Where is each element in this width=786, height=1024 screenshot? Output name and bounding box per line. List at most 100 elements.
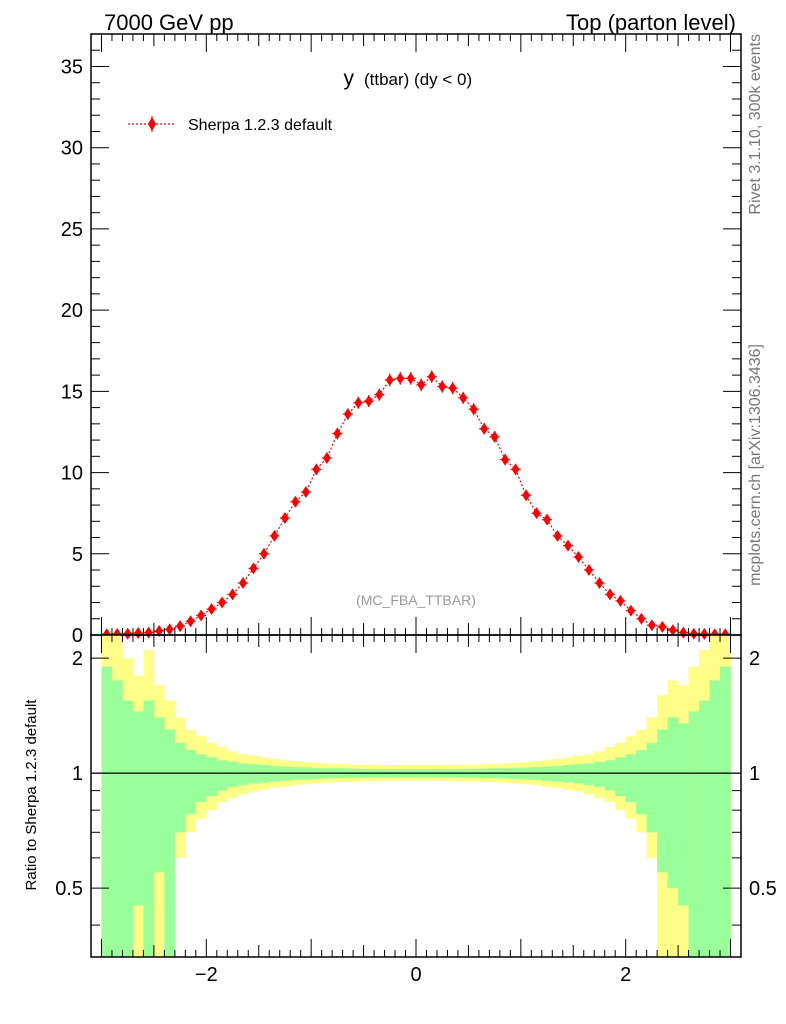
ratio-xtick-label: −2 (195, 964, 218, 986)
header-right: Top (parton level) (566, 10, 736, 35)
main-ytick-label: 25 (61, 219, 83, 241)
data-point (626, 604, 635, 617)
data-point (511, 463, 520, 476)
data-point (249, 562, 258, 575)
main-plot-panel: 0 5 10 15 20 25 30 35 y (ttbar) (dy < 0) (MC_FB… (61, 33, 742, 647)
ratio-ylabel: Ratio to Sherpa 1.2.3 default (23, 699, 40, 891)
data-point (301, 486, 310, 499)
ratio-band-inner-bin (615, 757, 626, 797)
data-point (700, 628, 709, 641)
ratio-band-inner-bin (237, 763, 249, 786)
data-point (155, 624, 164, 637)
data-point (343, 408, 352, 421)
main-axes: 0 5 10 15 20 25 30 35 (61, 33, 742, 647)
ratio-band-inner-bin (174, 742, 186, 833)
ratio-band-inner-bin (720, 666, 731, 957)
ratio-band-inner-bin (164, 729, 176, 957)
plot-title-main: y (344, 67, 355, 90)
legend-label: Sherpa 1.2.3 default (188, 117, 333, 134)
ratio-band-inner-bin (657, 729, 668, 873)
main-ytick-label: 10 (61, 463, 83, 485)
data-point (616, 594, 625, 607)
ratio-band-inner-bin (111, 680, 123, 957)
data-point (417, 378, 426, 391)
main-data-layer (101, 370, 731, 641)
data-point (532, 507, 541, 520)
data-point (134, 627, 143, 640)
ratio-band-inner-bin (688, 711, 700, 957)
mcplots-label: mcplots.cern.ch [arXiv:1306.3436] (747, 344, 764, 586)
data-point (259, 547, 268, 560)
data-point (218, 596, 227, 609)
ratio-band-inner-bin (216, 760, 228, 791)
main-ytick-label: 35 (61, 56, 83, 78)
data-point (144, 626, 153, 639)
ratio-band-inner-bin (132, 711, 144, 906)
data-point (207, 603, 216, 616)
ratio-band-inner-bin (646, 742, 658, 833)
ratio-band-inner-bin (101, 666, 113, 957)
main-ytick-label: 20 (61, 300, 83, 322)
data-point (658, 620, 667, 633)
ratio-band-layer (91, 635, 741, 957)
ratio-band-inner-bin (269, 765, 281, 782)
data-point (375, 388, 384, 401)
ratio-ytick-label-right: 1 (749, 763, 760, 785)
data-point (280, 512, 289, 525)
data-point (448, 382, 457, 395)
ratio-band-inner-bin (678, 723, 689, 906)
ratio-plot-panel: −2 0 2 0.5 0.5 1 1 2 2 Ratio to Sherpa 1.2.3 def… (23, 634, 777, 986)
data-point (595, 577, 604, 590)
data-point (333, 427, 342, 440)
ratio-band-inner-bin (143, 700, 155, 957)
ratio-band-inner-bin (699, 700, 710, 957)
main-ytick-label: 30 (61, 138, 83, 160)
data-point (322, 451, 331, 464)
main-ytick-label: 15 (61, 381, 83, 403)
data-point (197, 609, 206, 622)
data-point (574, 551, 583, 564)
ratio-band-inner-bin (709, 680, 721, 957)
main-ytick-label: 0 (72, 625, 83, 647)
data-point (668, 624, 677, 637)
ratio-band-inner-bin (258, 765, 270, 783)
ratio-ytick-label-right: 2 (749, 648, 760, 670)
data-point (647, 619, 656, 632)
ratio-band-inner-bin (636, 749, 647, 815)
data-point (543, 513, 552, 526)
data-point (354, 396, 363, 409)
legend: Sherpa 1.2.3 default (128, 116, 333, 134)
data-point (490, 430, 499, 443)
ratio-band-inner-bin (153, 717, 165, 873)
data-point (239, 577, 248, 590)
data-point (312, 463, 321, 476)
data-point (396, 372, 405, 385)
data-point (364, 395, 373, 408)
data-point (176, 620, 185, 633)
plot-title-rest: (ttbar) (dy < 0) (364, 70, 472, 89)
ratio-band-inner-bin (227, 761, 239, 787)
ratio-band-inner-bin (604, 760, 616, 791)
ratio-axes: −2 0 2 0.5 0.5 1 1 2 2 (55, 634, 777, 986)
data-point (480, 422, 489, 435)
ratio-ytick-label-right: 0.5 (749, 878, 777, 900)
data-point (564, 539, 573, 552)
ratio-band-inner-bin (667, 717, 679, 889)
ratio-ytick-label: 2 (72, 648, 83, 670)
ratio-xtick-label: 0 (410, 964, 421, 986)
ratio-band-inner-bin (552, 765, 564, 782)
ratio-band-inner-bin (594, 761, 606, 787)
data-point (553, 529, 562, 542)
data-point (459, 391, 468, 404)
ratio-band-inner-bin (185, 749, 197, 815)
ratio-ytick-label: 0.5 (55, 878, 83, 900)
data-point (689, 627, 698, 640)
data-point (501, 453, 510, 466)
ratio-bands (101, 635, 731, 957)
data-point (123, 627, 132, 640)
data-point (438, 380, 447, 393)
ratio-band-inner-bin (562, 765, 574, 783)
ratio-band-inner-bin (248, 764, 260, 784)
data-point (228, 588, 237, 601)
